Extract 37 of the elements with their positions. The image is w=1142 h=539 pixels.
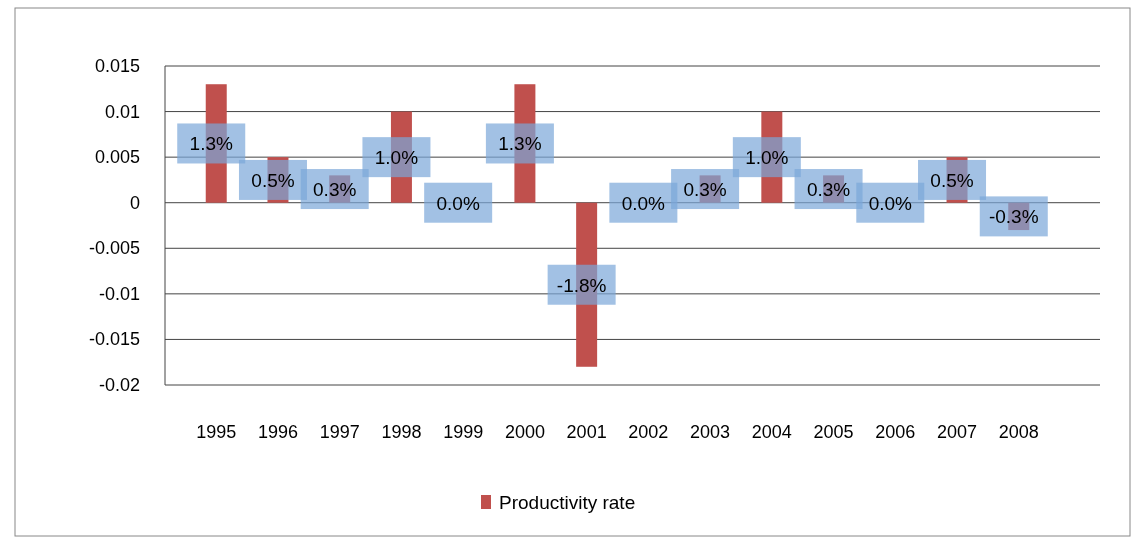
y-tick-label: 0 (129, 192, 140, 213)
y-tick-label: -0.015 (88, 329, 140, 350)
data-label: 1.0% (745, 147, 789, 169)
data-label: 0.0% (868, 192, 913, 214)
x-tick-label: 2004 (751, 422, 792, 442)
x-tick-label: 2003 (690, 422, 731, 442)
y-tick-label: 0.01 (104, 101, 140, 122)
x-tick-label: 2005 (813, 422, 854, 442)
x-tick-label: 1998 (381, 422, 422, 442)
data-label: 0.3% (806, 179, 851, 201)
data-label: 0.3% (683, 179, 727, 201)
data-label: 0.3% (313, 179, 357, 201)
x-tick-label: 1995 (196, 422, 237, 442)
x-tick-label: 2000 (504, 422, 545, 442)
data-label: 1.3% (189, 133, 233, 155)
x-tick-label: 2001 (566, 422, 607, 442)
data-label: 0.5% (930, 169, 974, 191)
data-label: 0.0% (436, 192, 480, 214)
y-tick-label: 0.015 (94, 56, 140, 76)
data-label: 0.0% (621, 192, 666, 214)
x-tick-label: 2002 (628, 422, 669, 442)
y-tick-label: -0.005 (88, 238, 140, 259)
data-label: 1.0% (374, 147, 419, 169)
x-tick-label: 1997 (319, 422, 360, 442)
x-tick-label: 2006 (875, 422, 916, 442)
x-tick-label: 1996 (257, 422, 298, 442)
legend-label: Productivity rate (499, 492, 636, 513)
x-tick-label: 2007 (937, 422, 978, 442)
y-tick-label: 0.005 (94, 147, 140, 168)
x-tick-label: 2008 (998, 422, 1039, 442)
y-tick-label: -0.02 (98, 375, 140, 395)
data-label: 0.5% (251, 169, 295, 191)
data-label: -0.3% (988, 206, 1039, 228)
x-tick-label: 1999 (443, 422, 484, 442)
data-label: -1.8% (556, 274, 607, 296)
y-tick-label: -0.01 (98, 283, 140, 304)
data-label: 1.3% (498, 133, 542, 155)
